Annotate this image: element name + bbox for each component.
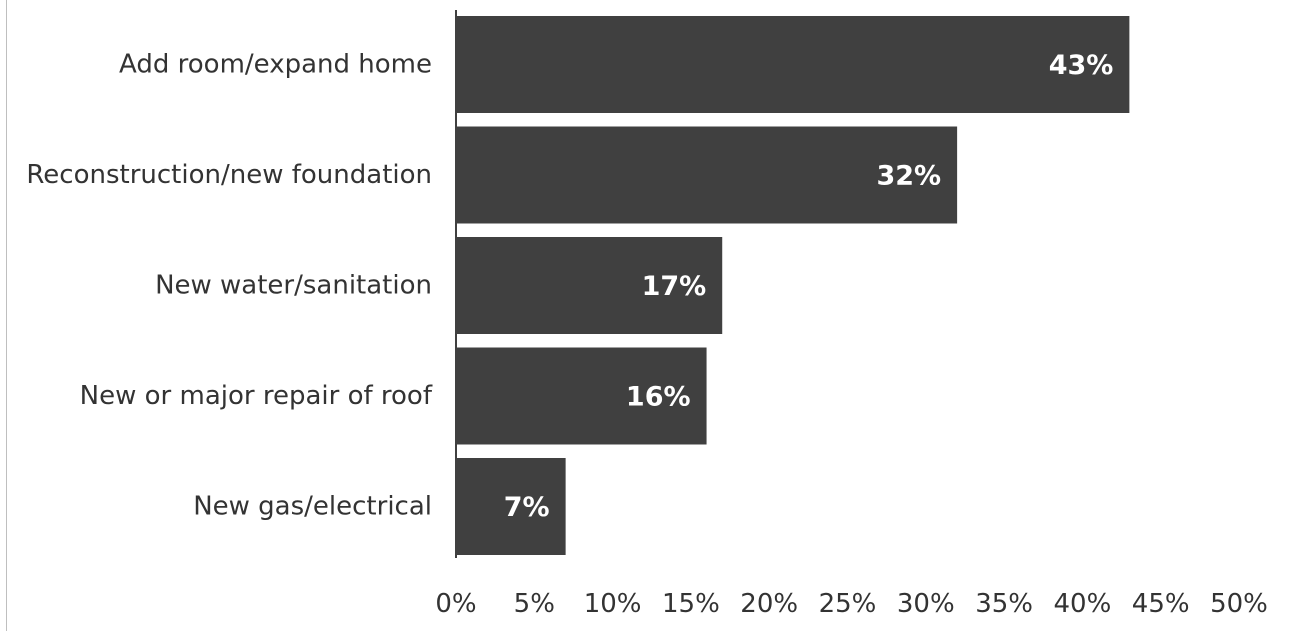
- bar-5: [456, 458, 566, 555]
- category-label: New water/sanitation: [155, 271, 432, 301]
- x-tick-label: 50%: [1210, 589, 1268, 619]
- category-labels: Add room/expand home Reconstruction/new f…: [26, 50, 432, 522]
- data-label: 32%: [876, 161, 941, 192]
- x-tick-label: 5%: [514, 589, 555, 619]
- bar-1: [456, 16, 1130, 113]
- data-label: 43%: [1049, 50, 1114, 81]
- data-labels: 43% 32% 17% 16% 7%: [504, 50, 1114, 523]
- bars-layer: [456, 16, 1130, 555]
- data-label: 17%: [642, 271, 707, 302]
- x-tick-label: 40%: [1054, 589, 1112, 619]
- category-label: Add room/expand home: [119, 50, 432, 80]
- x-tick-label: 15%: [662, 589, 720, 619]
- data-label: 7%: [504, 492, 550, 523]
- x-tick-label: 35%: [975, 589, 1033, 619]
- category-label: New gas/electrical: [193, 492, 432, 522]
- category-label: New or major repair of roof: [80, 381, 433, 411]
- x-axis-tick-labels: 0% 5% 10% 15% 20% 25% 30% 35% 40% 45% 50%: [435, 589, 1268, 619]
- x-tick-label: 10%: [584, 589, 642, 619]
- bar-4: [456, 347, 707, 445]
- x-tick-label: 25%: [819, 589, 877, 619]
- x-tick-label: 20%: [740, 589, 798, 619]
- x-tick-label: 0%: [435, 589, 476, 619]
- x-tick-label: 45%: [1132, 589, 1190, 619]
- x-tick-label: 30%: [897, 589, 955, 619]
- category-label: Reconstruction/new foundation: [26, 160, 432, 190]
- bar-2: [456, 126, 958, 224]
- bar-3: [456, 237, 723, 334]
- frame-left-border: [6, 0, 7, 631]
- data-label: 16%: [626, 382, 691, 413]
